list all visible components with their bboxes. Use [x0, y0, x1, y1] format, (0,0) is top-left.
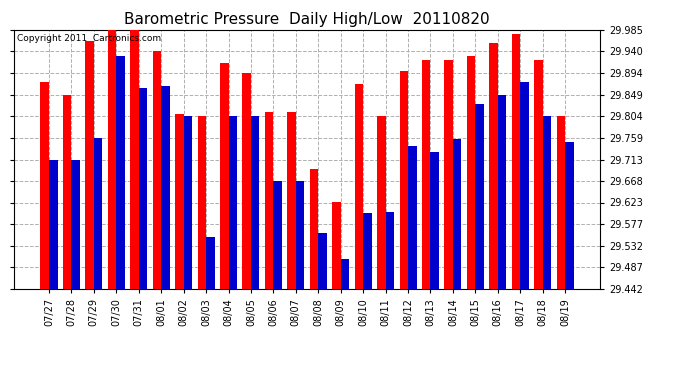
Bar — [197, 116, 206, 289]
Title: Barometric Pressure  Daily High/Low  20110820: Barometric Pressure Daily High/Low 20110… — [124, 12, 490, 27]
Bar — [152, 51, 161, 289]
Bar — [206, 237, 215, 289]
Bar — [557, 116, 565, 289]
Bar — [363, 213, 372, 289]
Bar — [41, 82, 49, 289]
Bar — [400, 70, 408, 289]
Bar — [355, 84, 363, 289]
Bar — [287, 112, 296, 289]
Bar — [72, 160, 80, 289]
Bar — [341, 259, 349, 289]
Bar — [431, 153, 439, 289]
Bar — [310, 169, 318, 289]
Bar — [332, 202, 341, 289]
Bar — [489, 43, 497, 289]
Bar — [497, 95, 506, 289]
Bar — [467, 56, 475, 289]
Bar — [408, 146, 417, 289]
Bar — [377, 116, 386, 289]
Bar — [228, 116, 237, 289]
Bar — [265, 112, 273, 289]
Bar — [184, 116, 192, 289]
Bar — [453, 139, 462, 289]
Bar — [130, 30, 139, 289]
Bar — [139, 88, 147, 289]
Bar — [63, 95, 72, 289]
Bar — [108, 30, 117, 289]
Bar — [296, 181, 304, 289]
Bar — [444, 60, 453, 289]
Text: Copyright 2011  Cartronics.com: Copyright 2011 Cartronics.com — [17, 34, 161, 43]
Bar — [117, 56, 125, 289]
Bar — [422, 60, 431, 289]
Bar — [220, 63, 228, 289]
Bar — [318, 232, 327, 289]
Bar — [49, 160, 57, 289]
Bar — [512, 34, 520, 289]
Bar — [161, 86, 170, 289]
Bar — [273, 181, 282, 289]
Bar — [94, 138, 102, 289]
Bar — [251, 116, 259, 289]
Bar — [475, 104, 484, 289]
Bar — [520, 82, 529, 289]
Bar — [86, 41, 94, 289]
Bar — [175, 114, 184, 289]
Bar — [534, 60, 542, 289]
Bar — [565, 142, 573, 289]
Bar — [386, 211, 394, 289]
Bar — [542, 116, 551, 289]
Bar — [242, 74, 251, 289]
